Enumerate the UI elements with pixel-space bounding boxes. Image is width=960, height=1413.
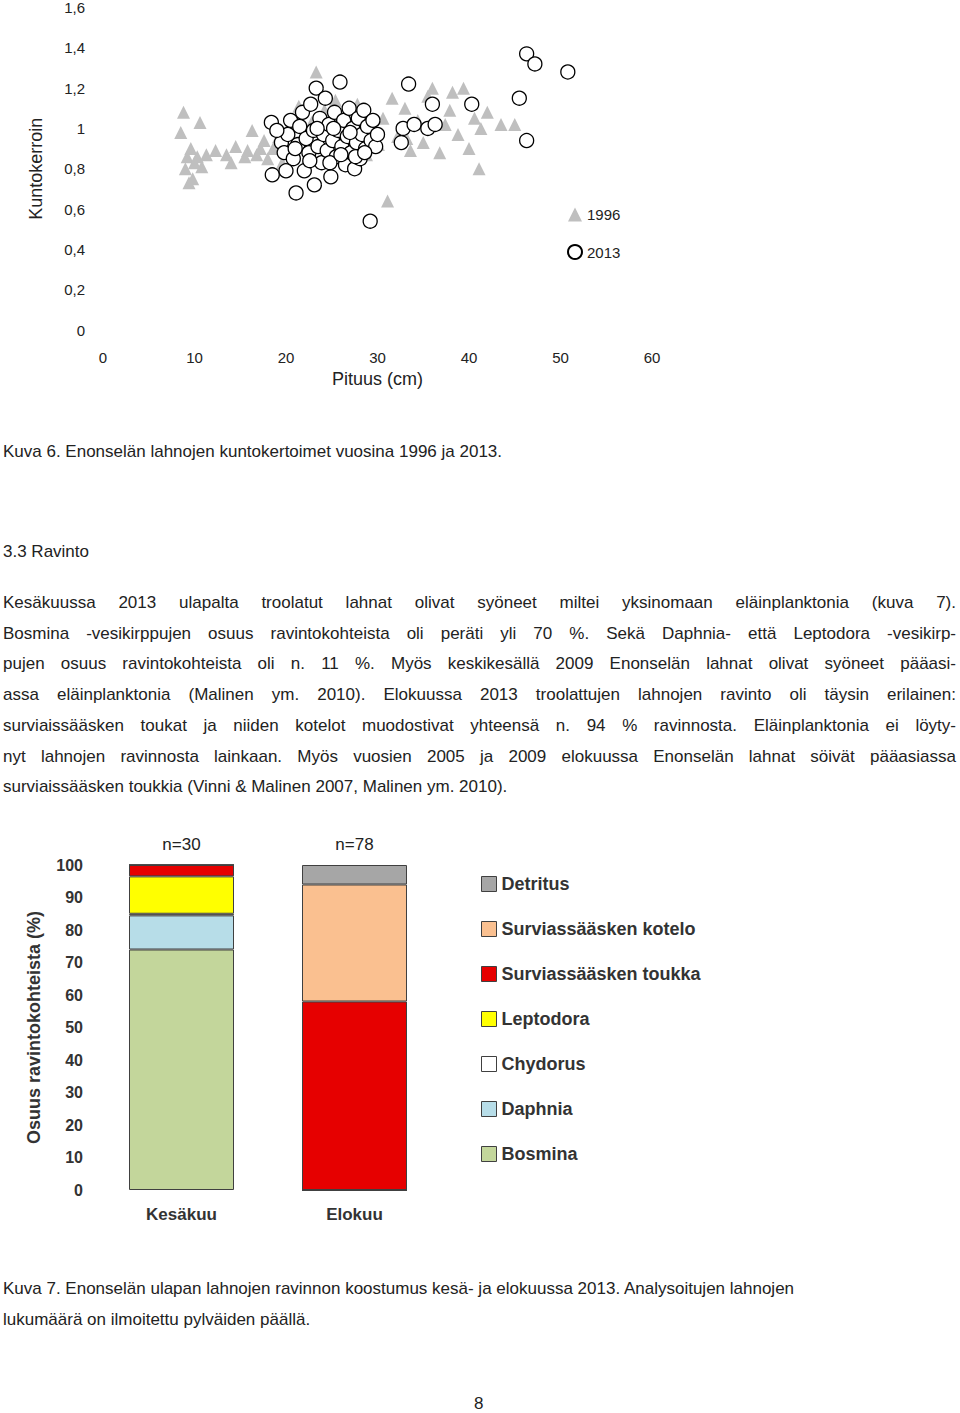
svg-text:60: 60 <box>65 987 83 1004</box>
svg-text:Detritus: Detritus <box>502 874 570 894</box>
svg-text:40: 40 <box>461 349 478 366</box>
html-text:Kuva 6. Enonselän lahnojen kun: Kuva 6. Enonselän lahnojen kuntokertoime… <box>3 442 502 461</box>
svg-text:Surviassääsken toukka: Surviassääsken toukka <box>502 964 702 984</box>
html-text:Bosmina -vesikirppujen osuus r: Bosmina -vesikirppujen osuus ravintokoht… <box>3 623 956 643</box>
html-text:lukumäärä on ilmoitettu pylväi: lukumäärä on ilmoitettu pylväiden päällä… <box>3 1309 311 1329</box>
svg-text:50: 50 <box>65 1019 83 1036</box>
svg-text:0: 0 <box>74 1182 83 1199</box>
svg-text:Daphnia: Daphnia <box>502 1099 574 1119</box>
svg-text:1,6: 1,6 <box>64 0 85 16</box>
svg-text:30: 30 <box>65 1084 83 1101</box>
svg-text:40: 40 <box>65 1052 83 1069</box>
svg-text:Kesäkuu: Kesäkuu <box>146 1205 217 1224</box>
svg-text:50: 50 <box>552 349 569 366</box>
svg-text:90: 90 <box>65 889 83 906</box>
svg-text:20: 20 <box>278 349 295 366</box>
html-text:assa eläinplanktonia (Malinen: assa eläinplanktonia (Malinen ym. 2010).… <box>3 685 956 705</box>
svg-text:0: 0 <box>99 349 107 366</box>
svg-text:2013: 2013 <box>587 244 620 261</box>
svg-text:20: 20 <box>65 1117 83 1134</box>
svg-text:Osuus ravintokohteista (%): Osuus ravintokohteista (%) <box>24 911 44 1144</box>
svg-text:0,2: 0,2 <box>64 281 85 298</box>
html-text:nyt lahnojen ravinnosta lainka: nyt lahnojen ravinnosta lainkaan. Myös v… <box>3 746 956 766</box>
svg-text:Bosmina: Bosmina <box>502 1144 579 1164</box>
svg-text:Surviassääsken kotelo: Surviassääsken kotelo <box>502 919 696 939</box>
html-text:surviaissääsken toukkia (Vinni: surviaissääsken toukkia (Vinni & Malinen… <box>3 777 508 797</box>
svg-text:10: 10 <box>186 349 203 366</box>
svg-text:100: 100 <box>56 857 83 874</box>
svg-text:0,4: 0,4 <box>64 241 85 258</box>
svg-text:0,6: 0,6 <box>64 201 85 218</box>
html-text:Kesäkuussa 2013 ulapalta trool: Kesäkuussa 2013 ulapalta troolatut lahna… <box>3 593 956 612</box>
svg-text:Leptodora: Leptodora <box>502 1009 591 1029</box>
html-text:pujen osuus ravintokohteista o: pujen osuus ravintokohteista oli n. 11 %… <box>3 654 956 674</box>
svg-text:70: 70 <box>65 954 83 971</box>
svg-text:60: 60 <box>644 349 661 366</box>
svg-text:30: 30 <box>369 349 386 366</box>
svg-text:0,8: 0,8 <box>64 160 85 177</box>
svg-text:n=30: n=30 <box>162 835 200 854</box>
html-text:surviaissääsken toukat ja niid: surviaissääsken toukat ja niiden kotelot… <box>3 715 956 735</box>
svg-text:10: 10 <box>65 1149 83 1166</box>
html-text:3.3 Ravinto: 3.3 Ravinto <box>3 542 89 561</box>
svg-text:1: 1 <box>77 120 85 137</box>
html-text:Kuva 7. Enonselän ulapan lahno: Kuva 7. Enonselän ulapan lahnojen ravinn… <box>3 1279 795 1298</box>
svg-text:Chydorus: Chydorus <box>502 1054 586 1074</box>
svg-text:1,4: 1,4 <box>64 39 85 56</box>
svg-text:80: 80 <box>65 922 83 939</box>
svg-text:1,2: 1,2 <box>64 80 85 97</box>
svg-text:Kuntokerroin: Kuntokerroin <box>26 118 46 220</box>
svg-text:1996: 1996 <box>587 206 620 223</box>
svg-text:n=78: n=78 <box>335 835 373 854</box>
svg-text:0: 0 <box>77 322 85 339</box>
svg-text:Elokuu: Elokuu <box>326 1205 383 1224</box>
html-text:8: 8 <box>474 1394 484 1413</box>
svg-text:Pituus (cm): Pituus (cm) <box>332 369 423 389</box>
